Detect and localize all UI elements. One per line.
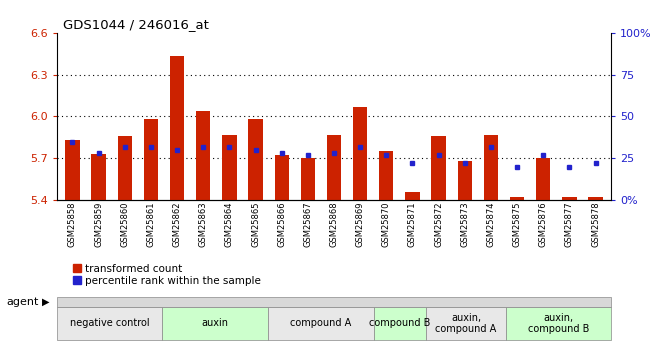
Bar: [510, 197, 524, 200]
Bar: [65, 140, 79, 200]
Bar: [170, 57, 184, 200]
Bar: [144, 119, 158, 200]
Text: compound B: compound B: [369, 318, 431, 328]
Bar: [405, 192, 420, 200]
Bar: [353, 107, 367, 200]
Bar: [327, 135, 341, 200]
Bar: [275, 156, 289, 200]
Bar: [92, 154, 106, 200]
Bar: [536, 158, 550, 200]
Text: agent: agent: [7, 297, 39, 307]
Text: compound A: compound A: [290, 318, 351, 328]
Text: auxin,
compound B: auxin, compound B: [528, 313, 589, 334]
Bar: [589, 197, 603, 200]
Legend: transformed count, percentile rank within the sample: transformed count, percentile rank withi…: [69, 259, 265, 290]
Bar: [301, 158, 315, 200]
Bar: [432, 136, 446, 200]
Bar: [484, 135, 498, 200]
Bar: [248, 119, 263, 200]
Bar: [458, 161, 472, 200]
Bar: [562, 197, 576, 200]
Text: GDS1044 / 246016_at: GDS1044 / 246016_at: [63, 18, 209, 31]
Text: auxin: auxin: [202, 318, 228, 328]
Bar: [222, 135, 236, 200]
Text: negative control: negative control: [69, 318, 150, 328]
Text: auxin,
compound A: auxin, compound A: [436, 313, 496, 334]
Bar: [379, 151, 393, 200]
Bar: [196, 111, 210, 200]
Bar: [118, 136, 132, 200]
Text: ▶: ▶: [42, 297, 49, 307]
